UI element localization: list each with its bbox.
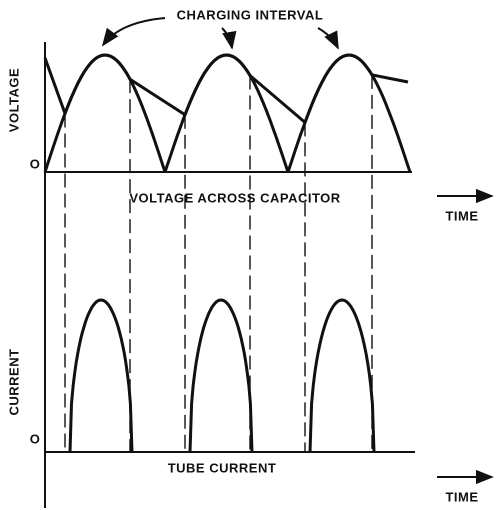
- x-label: TIME: [445, 489, 478, 504]
- rectified-wave: [286, 53, 412, 173]
- waveforms: [43, 53, 412, 453]
- annotation-arrow: [101, 17, 166, 47]
- current-pulse: [308, 298, 376, 453]
- y-label: VOLTAGE: [6, 68, 21, 132]
- current-pulse: [188, 298, 254, 453]
- y-label: CURRENT: [6, 348, 21, 415]
- caption: TUBE CURRENT: [168, 460, 277, 475]
- origin-label: O: [30, 156, 41, 171]
- rectified-wave: [43, 53, 167, 173]
- origin-label: O: [30, 431, 41, 446]
- x-label: TIME: [445, 208, 478, 223]
- annotation-arrow: [221, 27, 237, 50]
- annotation: CHARGING INTERVAL: [177, 7, 324, 22]
- caption: VOLTAGE ACROSS CAPACITOR: [129, 190, 340, 205]
- current-pulse: [68, 298, 134, 453]
- capacitor-voltage: [43, 53, 409, 124]
- annotation-arrow: [317, 27, 339, 50]
